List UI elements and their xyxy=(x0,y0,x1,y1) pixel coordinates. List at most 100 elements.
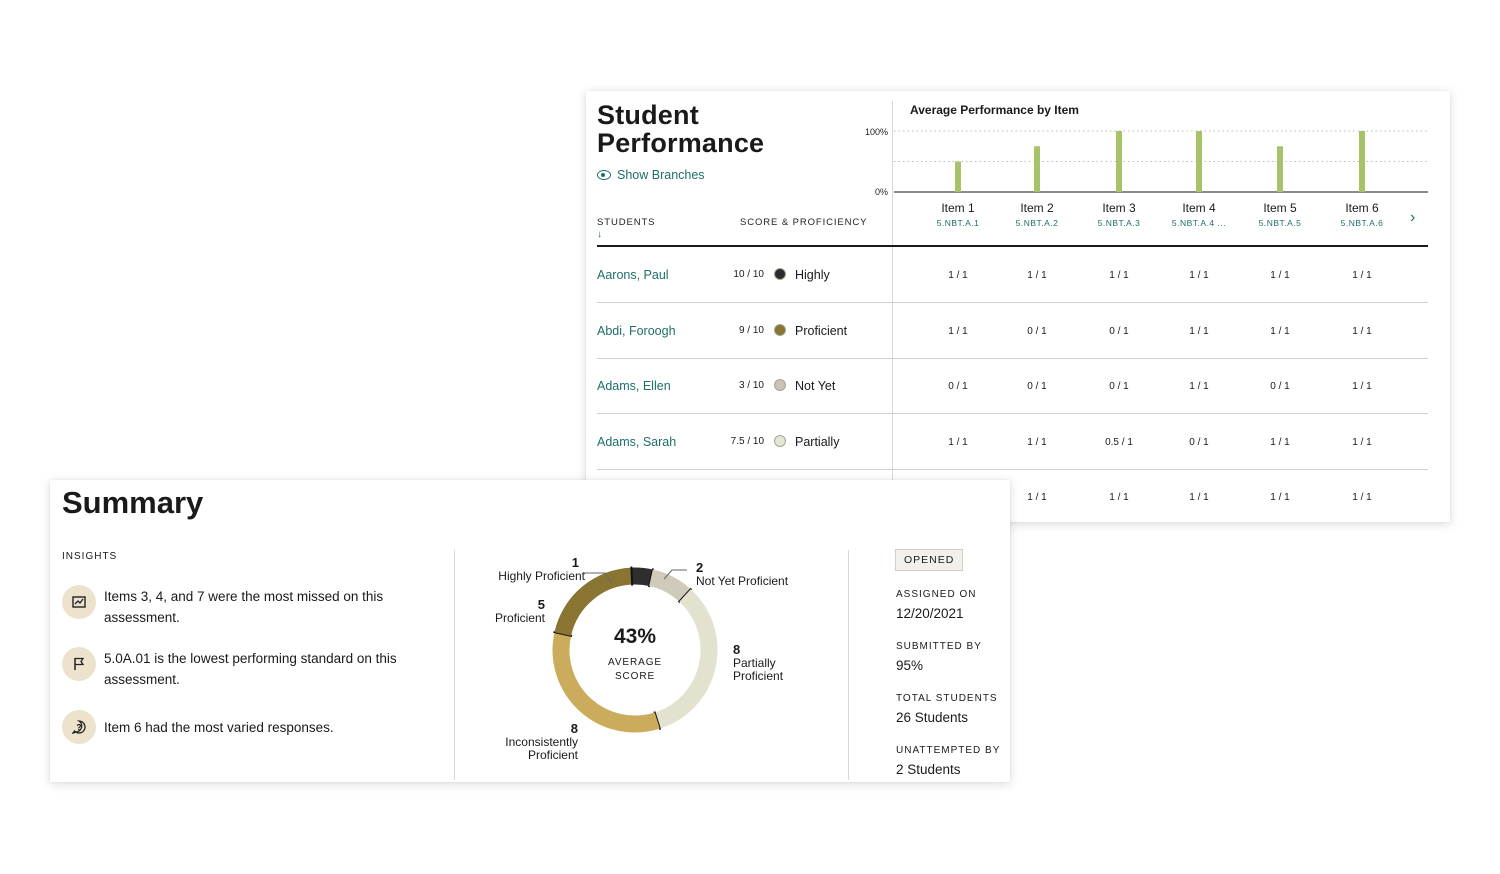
header-divider xyxy=(597,245,1428,247)
item-score-cell[interactable]: 1 / 1 xyxy=(1270,325,1290,337)
item-score-cell[interactable]: 1 / 1 xyxy=(1270,436,1290,448)
sort-arrow-icon[interactable]: ↓ xyxy=(597,229,602,240)
item-score-cell[interactable]: 1 / 1 xyxy=(948,325,968,337)
flag-icon xyxy=(62,647,96,681)
item-score-cell[interactable]: 1 / 1 xyxy=(1352,381,1372,392)
item-score-cell[interactable]: 0.5 / 1 xyxy=(1105,436,1133,448)
donut-separator xyxy=(630,566,634,586)
item-column-header[interactable]: Item 5 5.NBT.A.5 xyxy=(1258,201,1302,228)
proficiency-label: Partially xyxy=(795,434,840,449)
section-divider xyxy=(454,550,455,780)
submitted-value: 95% xyxy=(896,658,924,673)
score-value: 10 / 10 xyxy=(733,269,764,280)
item-score-cell[interactable]: 1 / 1 xyxy=(1189,270,1209,281)
item-score-cell[interactable]: 1 / 1 xyxy=(1189,381,1209,392)
item-score-cell[interactable]: 1 / 1 xyxy=(1027,492,1047,503)
legend-proficient: 5 Proficient xyxy=(494,597,545,625)
donut-segment xyxy=(554,567,633,637)
chart-icon xyxy=(62,585,96,619)
item-score-cell[interactable]: 1 / 1 xyxy=(1352,436,1372,448)
item-score-cell[interactable]: 0 / 1 xyxy=(1189,436,1209,448)
summary-card: Summary INSIGHTS Items 3, 4, and 7 were … xyxy=(50,480,1010,782)
donut-segment xyxy=(631,567,653,587)
student-performance-card: Student Performance Show Branches Averag… xyxy=(586,91,1450,522)
item-score-cell[interactable]: 1 / 1 xyxy=(1109,492,1129,503)
item-score-cell[interactable]: 1 / 1 xyxy=(948,270,968,281)
item-score-cell[interactable]: 0 / 1 xyxy=(1109,325,1129,337)
item-score-cell[interactable]: 1 / 1 xyxy=(1352,270,1372,281)
item-score-cell[interactable]: 1 / 1 xyxy=(1189,325,1209,337)
table-row: Abdi, Foroogh 9 / 10 Proficient 1 / 1 0 / 1 0… xyxy=(586,304,1450,359)
score-column-header: SCORE & PROFICIENCY xyxy=(740,217,868,228)
status-badge: OPENED xyxy=(895,549,964,571)
item-score-cell[interactable]: 0 / 1 xyxy=(948,381,968,392)
table-row: Adams, Sarah 7.5 / 10 Partially 1 / 1 1 / 1 0… xyxy=(586,415,1450,470)
item-column-header[interactable]: Item 4 5.NBT.A.4 ... xyxy=(1171,201,1227,228)
item-score-cell[interactable]: 1 / 1 xyxy=(1189,492,1209,503)
score-value: 7.5 / 10 xyxy=(730,435,764,447)
proficiency-dot xyxy=(774,379,786,391)
item-column-header[interactable]: Item 3 5.NBT.A.3 xyxy=(1097,201,1141,228)
student-name-link[interactable]: Adams, Ellen xyxy=(597,379,671,393)
item-score-cell[interactable]: 1 / 1 xyxy=(948,436,968,448)
item-score-cell[interactable]: 0 / 1 xyxy=(1109,381,1129,392)
proficiency-label: Proficient xyxy=(795,323,848,338)
chart-bar xyxy=(1034,146,1040,192)
chart-title: Average Performance by Item xyxy=(910,103,1079,117)
legend-partially-proficient: 8 Partially Proficient xyxy=(733,642,784,683)
y-tick-label: 0% xyxy=(875,187,888,197)
total-students-label: TOTAL STUDENTS xyxy=(896,693,998,704)
show-branches-link[interactable]: Show Branches xyxy=(597,168,705,182)
item-score-cell[interactable]: 0 / 1 xyxy=(1027,325,1047,337)
table-row: Adams, Ellen 3 / 10 Not Yet 0 / 1 0 / 1 0 / 1… xyxy=(586,359,1450,414)
question-icon: ? xyxy=(62,710,96,744)
leader-line xyxy=(663,569,687,580)
item-score-cell[interactable]: 1 / 1 xyxy=(1027,270,1047,281)
row-divider xyxy=(597,357,1428,359)
leader-line xyxy=(584,572,613,584)
student-name-link[interactable]: Adams, Sarah xyxy=(597,434,677,449)
average-score-label: AVERAGE SCORE xyxy=(608,657,662,682)
row-divider xyxy=(597,468,1428,470)
student-name-link[interactable]: Aarons, Paul xyxy=(597,268,669,282)
chart-bar xyxy=(955,161,961,192)
chart-bar xyxy=(1359,131,1365,192)
row-divider xyxy=(597,413,1428,414)
item-score-cell[interactable]: 1 / 1 xyxy=(1352,325,1372,337)
item-score-cell[interactable]: 1 / 1 xyxy=(1352,492,1372,503)
proficiency-label: Not Yet xyxy=(795,379,836,393)
section-divider xyxy=(848,550,849,780)
item-score-cell[interactable]: 1 / 1 xyxy=(1109,270,1129,281)
proficiency-dot xyxy=(774,268,786,280)
eye-icon xyxy=(597,170,611,180)
submitted-label: SUBMITTED BY xyxy=(896,641,982,652)
score-value: 3 / 10 xyxy=(738,380,764,391)
item-score-cell[interactable]: 0 / 1 xyxy=(1027,381,1047,392)
item-column-header[interactable]: Item 1 5.NBT.A.1 xyxy=(936,201,980,228)
item-score-cell[interactable]: 1 / 1 xyxy=(1027,436,1047,448)
column-divider xyxy=(892,101,893,522)
chart-bar xyxy=(1116,131,1122,192)
students-column-header[interactable]: STUDENTS xyxy=(597,217,656,228)
insights-label: INSIGHTS xyxy=(62,551,118,562)
unattempted-value: 2 Students xyxy=(896,762,961,777)
student-name-link[interactable]: Abdi, Foroogh xyxy=(597,323,676,338)
legend-inconsistently-proficient: 8 Inconsistently Proficient xyxy=(505,721,578,762)
proficiency-dot xyxy=(774,323,786,336)
item-score-cell[interactable]: 0 / 1 xyxy=(1270,381,1290,392)
y-tick-label: 100% xyxy=(865,127,888,137)
legend-not-yet-proficient: 2 Not Yet Proficient xyxy=(696,560,789,588)
chart-bar xyxy=(1196,131,1202,192)
page-title: Student Performance xyxy=(597,100,765,158)
item-column-header[interactable]: Item 6 5.NBT.A.6 xyxy=(1340,201,1384,228)
average-score-value: 43% xyxy=(613,625,657,648)
donut-segment xyxy=(654,589,718,729)
chevron-right-icon[interactable]: › xyxy=(1410,209,1416,226)
summary-title: Summary xyxy=(62,485,204,520)
svg-text:?: ? xyxy=(77,723,82,732)
assigned-label: ASSIGNED ON xyxy=(896,589,977,600)
item-column-header[interactable]: Item 2 5.NBT.A.2 xyxy=(1015,201,1059,228)
item-score-cell[interactable]: 1 / 1 xyxy=(1270,492,1290,503)
row-divider xyxy=(597,302,1428,303)
item-score-cell[interactable]: 1 / 1 xyxy=(1270,270,1290,281)
